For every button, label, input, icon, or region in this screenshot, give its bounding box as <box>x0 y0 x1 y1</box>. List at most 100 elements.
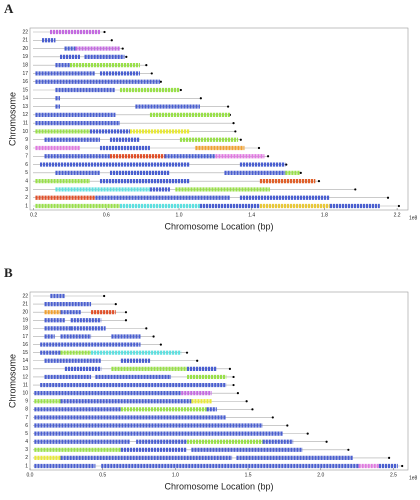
panel-label: A <box>4 1 14 16</box>
y-tick-label: 11 <box>23 382 28 388</box>
y-tick-label: 14 <box>22 96 28 102</box>
y-tick-label: 8 <box>25 145 28 151</box>
chromosome-end <box>152 335 155 338</box>
y-tick-label: 12 <box>22 374 28 380</box>
x-tick-label: 2.5 <box>390 472 397 478</box>
panel-label: B <box>4 265 13 280</box>
x-axis-label: Chromosome Location (bp) <box>164 221 273 231</box>
x-tick-label: 1.5 <box>245 472 252 478</box>
plot-frame <box>29 291 409 471</box>
chromosome-end <box>125 55 128 58</box>
chromosome-end <box>285 163 288 166</box>
x-exponent: 1e8 <box>409 215 418 221</box>
x-tick-label: 1.8 <box>321 212 328 218</box>
y-tick-label: 19 <box>22 54 28 60</box>
y-tick-label: 2 <box>25 455 28 461</box>
x-tick-label: 0.2 <box>30 212 37 218</box>
y-tick-label: 13 <box>22 104 28 110</box>
chromosome-end <box>196 359 199 362</box>
y-tick-label: 21 <box>22 38 28 44</box>
chromosome-end <box>266 155 270 158</box>
x-tick-label: 1.0 <box>172 472 179 478</box>
chromosome-end <box>354 188 357 191</box>
y-tick-label: 10 <box>22 129 28 135</box>
y-tick-label: 7 <box>25 154 28 160</box>
chromosome-end <box>226 105 230 108</box>
x-tick-label: 0.6 <box>103 212 110 218</box>
y-tick-label: 4 <box>25 439 28 445</box>
x-tick-label: 0.0 <box>27 472 34 478</box>
y-tick-label: 19 <box>22 318 28 324</box>
chromosome-end <box>386 196 390 199</box>
plot-frame <box>29 27 409 211</box>
y-tick-label: 1 <box>25 463 28 469</box>
y-tick-label: 3 <box>25 447 28 453</box>
y-tick-label: 18 <box>22 62 28 68</box>
y-tick-label: 17 <box>22 71 28 77</box>
chromosome-end <box>236 392 239 395</box>
y-tick-label: 20 <box>22 46 28 52</box>
chromosome-end <box>299 171 302 174</box>
x-tick-label: 1.0 <box>176 212 183 218</box>
y-tick-label: 16 <box>22 342 28 348</box>
y-axis-label: Chromosome <box>7 92 17 146</box>
y-tick-label: 6 <box>25 423 28 429</box>
y-tick-label: 13 <box>22 366 28 372</box>
chromosome-end <box>121 47 124 50</box>
chromosome-end <box>239 138 242 141</box>
chromosome-end <box>179 88 182 92</box>
y-tick-label: 22 <box>22 29 28 35</box>
y-tick-label: 9 <box>25 399 28 405</box>
x-tick-label: 2.0 <box>317 472 324 478</box>
x-tick-label: 0.5 <box>99 472 106 478</box>
x-exponent: 1e8 <box>409 475 418 481</box>
chromosome-end <box>234 130 237 133</box>
chromosome-end <box>228 367 232 370</box>
y-tick-label: 1 <box>25 203 28 209</box>
x-tick-label: 2.2 <box>394 212 401 218</box>
chromosome-end <box>114 302 117 306</box>
y-tick-label: 3 <box>25 187 28 193</box>
chromosome-end <box>271 416 274 419</box>
y-tick-label: 7 <box>25 415 28 421</box>
y-tick-label: 6 <box>25 162 28 168</box>
chromosome-end <box>401 464 404 468</box>
y-tick-label: 11 <box>23 120 28 126</box>
chromosome-end <box>124 311 128 314</box>
chromosome-end <box>145 327 148 330</box>
y-tick-label: 8 <box>25 407 28 413</box>
y-tick-label: 18 <box>22 326 28 332</box>
chromosome-end <box>245 400 248 403</box>
chromosome-end <box>257 146 261 150</box>
y-tick-label: 5 <box>25 170 28 176</box>
x-tick-label: 1.4 <box>248 212 255 218</box>
chromosome-end <box>145 64 148 67</box>
y-tick-label: 10 <box>22 390 28 396</box>
chromosome-end <box>388 456 391 460</box>
y-tick-label: 22 <box>22 293 28 299</box>
y-tick-label: 5 <box>25 431 28 437</box>
chromosome-end <box>124 319 128 322</box>
chromosome-end <box>110 39 113 42</box>
y-tick-label: 12 <box>22 112 28 118</box>
y-tick-label: 15 <box>22 87 28 93</box>
chromosome-end <box>103 30 106 34</box>
chromosome-end <box>199 97 202 100</box>
y-tick-label: 21 <box>22 301 28 307</box>
y-tick-label: 2 <box>25 195 28 201</box>
y-axis-label: Chromosome <box>7 354 17 408</box>
chromosome-end <box>150 72 153 75</box>
chromosome-end <box>397 204 401 208</box>
chromosome-end <box>251 408 254 411</box>
y-tick-label: 17 <box>22 334 28 340</box>
chromosome-end <box>232 375 235 379</box>
y-tick-label: 15 <box>22 350 28 356</box>
y-tick-label: 16 <box>22 79 28 85</box>
y-tick-label: 4 <box>25 178 28 184</box>
chromosome-end <box>347 448 350 451</box>
x-axis-label: Chromosome Location (bp) <box>164 481 273 491</box>
y-tick-label: 14 <box>22 358 28 364</box>
chromosome-end <box>185 351 189 354</box>
chromosome-end <box>286 424 289 427</box>
